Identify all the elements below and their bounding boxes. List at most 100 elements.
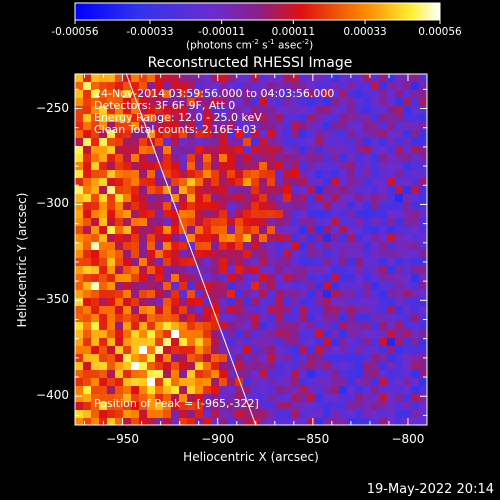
heatmap-cell <box>107 130 115 138</box>
heatmap-cell <box>123 402 131 410</box>
heatmap-cell <box>139 162 147 170</box>
heatmap-cell <box>171 362 179 370</box>
heatmap-cell <box>99 82 107 90</box>
heatmap-cell <box>259 82 267 90</box>
heatmap-cell <box>155 346 163 354</box>
heatmap-cell <box>403 362 411 370</box>
heatmap-cell <box>355 186 363 194</box>
heatmap-cell <box>331 162 339 170</box>
heatmap-cell <box>155 218 163 226</box>
heatmap-cell <box>395 146 403 154</box>
heatmap-cell <box>283 418 291 425</box>
heatmap-cell <box>107 330 115 338</box>
heatmap-cell <box>379 378 387 386</box>
heatmap-cell <box>187 82 195 90</box>
heatmap-cell <box>291 418 299 425</box>
heatmap-cell <box>219 282 227 290</box>
heatmap-cell <box>163 210 171 218</box>
heatmap-cell <box>275 242 283 250</box>
heatmap-cell <box>83 378 91 386</box>
heatmap-cell <box>315 298 323 306</box>
heatmap-cell <box>363 274 371 282</box>
heatmap-cell <box>219 258 227 266</box>
heatmap-cell <box>115 290 123 298</box>
heatmap-cell <box>211 410 219 418</box>
heatmap-cell <box>355 202 363 210</box>
heatmap-cell <box>163 258 171 266</box>
heatmap-cell <box>259 346 267 354</box>
heatmap-cell <box>91 130 99 138</box>
heatmap-cell <box>179 186 187 194</box>
heatmap-cell <box>243 218 251 226</box>
heatmap-cell <box>107 394 115 402</box>
heatmap-cell <box>395 194 403 202</box>
heatmap-cell <box>299 154 307 162</box>
heatmap-cell <box>403 322 411 330</box>
heatmap-cell <box>267 386 275 394</box>
heatmap-cell <box>275 202 283 210</box>
heatmap-cell <box>411 234 419 242</box>
heatmap-cell <box>123 250 131 258</box>
heatmap-cell <box>243 346 251 354</box>
heatmap-cell <box>371 130 379 138</box>
heatmap-cell <box>179 370 187 378</box>
heatmap-cell <box>115 314 123 322</box>
heatmap-cell <box>91 114 99 122</box>
heatmap-cell <box>275 74 283 82</box>
heatmap-cell <box>155 402 163 410</box>
heatmap-cell <box>259 298 267 306</box>
heatmap-cell <box>227 146 235 154</box>
heatmap-cell <box>147 194 155 202</box>
heatmap-cell <box>387 274 395 282</box>
heatmap-cell <box>299 90 307 98</box>
heatmap-cell <box>235 130 243 138</box>
heatmap-cell <box>187 370 195 378</box>
heatmap-cell <box>299 402 307 410</box>
heatmap-cell <box>187 282 195 290</box>
heatmap-cell <box>307 250 315 258</box>
heatmap-cell <box>179 234 187 242</box>
heatmap-cell <box>155 106 163 114</box>
heatmap-cell <box>355 234 363 242</box>
heatmap-cell <box>251 90 259 98</box>
heatmap-cell <box>171 306 179 314</box>
heatmap-cell <box>251 386 259 394</box>
heatmap-cell <box>315 410 323 418</box>
heatmap-cell <box>203 186 211 194</box>
heatmap-cell <box>371 266 379 274</box>
heatmap-cell <box>267 378 275 386</box>
heatmap-cell <box>259 314 267 322</box>
heatmap-cell <box>347 130 355 138</box>
heatmap-cell <box>131 138 139 146</box>
heatmap-cell <box>347 322 355 330</box>
heatmap-cell <box>275 106 283 114</box>
heatmap-cell <box>203 130 211 138</box>
heatmap-cell <box>107 266 115 274</box>
heatmap-cell <box>171 130 179 138</box>
heatmap-cell <box>315 346 323 354</box>
heatmap-cell <box>323 242 331 250</box>
heatmap-cell <box>251 418 259 425</box>
heatmap-cell <box>147 122 155 130</box>
heatmap-cell <box>347 82 355 90</box>
heatmap-cell <box>195 346 203 354</box>
heatmap-cell <box>219 266 227 274</box>
heatmap-cell <box>171 98 179 106</box>
heatmap-cell <box>291 106 299 114</box>
heatmap-cell <box>91 218 99 226</box>
colorbar-unit: (photons cm-2 s-1 asec-2) <box>186 38 314 52</box>
heatmap-cell <box>371 338 379 346</box>
heatmap-cell <box>315 394 323 402</box>
heatmap-cell <box>195 90 203 98</box>
heatmap-cell <box>291 386 299 394</box>
heatmap-cell <box>347 370 355 378</box>
heatmap-cell <box>83 82 91 90</box>
heatmap-cell <box>267 322 275 330</box>
annotation-time: 24-Nov-2014 03:59:56.000 to 04:03:56.000 <box>94 87 335 100</box>
heatmap-cell <box>395 258 403 266</box>
heatmap-cell <box>275 170 283 178</box>
heatmap-cell <box>379 82 387 90</box>
heatmap-cell <box>203 410 211 418</box>
heatmap-cell <box>195 130 203 138</box>
heatmap-cell <box>323 258 331 266</box>
